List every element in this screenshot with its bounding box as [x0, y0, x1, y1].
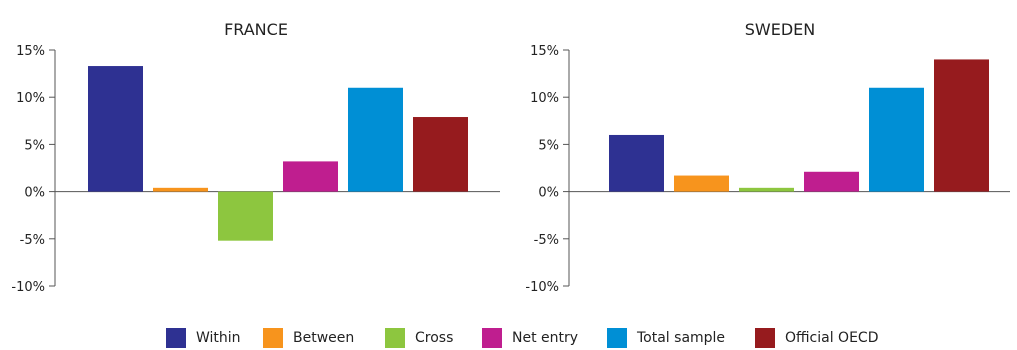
bar-france-official-oecd	[413, 117, 468, 192]
y-tick-label-france: 5%	[24, 138, 45, 153]
y-tick-label-sweden: 0%	[538, 186, 559, 201]
legend-label-between: Between	[293, 330, 355, 346]
legend-item-cross: Cross	[385, 328, 453, 348]
bar-sweden-between	[674, 175, 729, 192]
y-tick-label-sweden: -10%	[525, 280, 559, 295]
bar-sweden-within	[609, 134, 664, 192]
bar-france-cross	[218, 191, 273, 241]
chart-title-sweden: SWEDEN	[745, 20, 815, 39]
legend-swatch-official-oecd	[755, 328, 775, 348]
y-tick-label-france: -10%	[11, 280, 45, 295]
bar-sweden-official-oecd	[934, 59, 989, 192]
legend-label-net-entry: Net entry	[512, 330, 579, 346]
bar-france-net-entry	[283, 161, 338, 192]
legend-item-within: Within	[166, 328, 241, 348]
bar-france-between	[153, 187, 208, 192]
y-tick-label-sweden: -5%	[534, 233, 559, 248]
y-tick-label-france: 0%	[24, 186, 45, 201]
y-tick-label-sweden: 10%	[530, 91, 559, 106]
bar-france-within	[88, 66, 143, 192]
legend: Within Between Cross Net entry Total sam…	[0, 328, 1017, 350]
bar-sweden-total-sample	[869, 87, 924, 192]
chart-title-france: FRANCE	[224, 20, 288, 39]
legend-label-within: Within	[196, 330, 241, 346]
legend-swatch-net-entry	[482, 328, 502, 348]
legend-item-net-entry: Net entry	[482, 328, 578, 348]
bar-sweden-net-entry	[804, 171, 859, 192]
legend-swatch-between	[263, 328, 283, 348]
y-tick-label-france: 15%	[16, 44, 45, 59]
legend-label-total-sample: Total sample	[637, 330, 726, 346]
legend-item-between: Between	[263, 328, 354, 348]
y-tick-label-sweden: 5%	[538, 138, 559, 153]
legend-swatch-total-sample	[607, 328, 627, 348]
legend-label-cross: Cross	[415, 330, 454, 346]
legend-item-total-sample: Total sample	[607, 328, 725, 348]
legend-swatch-cross	[385, 328, 405, 348]
y-tick-label-france: 10%	[16, 91, 45, 106]
y-tick-label-sweden: 15%	[530, 44, 559, 59]
legend-label-official-oecd: Official OECD	[785, 330, 879, 346]
bar-sweden-cross	[739, 187, 794, 192]
charts-canvas: FRANCE 15% 10% 5% 0% -5% -10% SWEDEN 15% 10% 5% 0% -…	[11, 20, 1010, 295]
legend-item-official-oecd: Official OECD	[755, 328, 878, 348]
legend-swatch-within	[166, 328, 186, 348]
y-tick-label-france: -5%	[20, 233, 45, 248]
bar-france-total-sample	[348, 87, 403, 192]
